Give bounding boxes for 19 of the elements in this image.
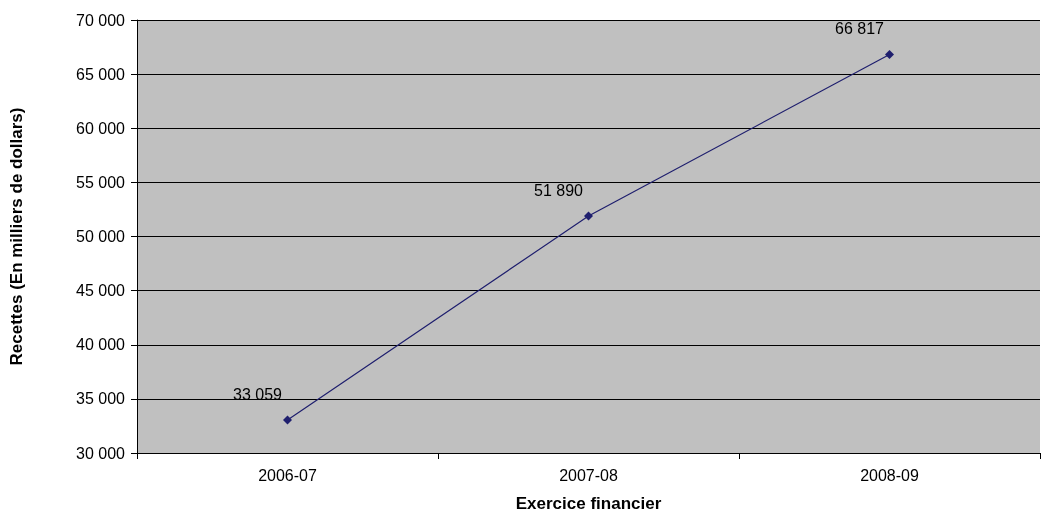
point	[584, 211, 593, 221]
y-tick-label: 65 000	[76, 65, 126, 83]
y-axis-title: Recettes (En milliers de dollars)	[7, 107, 26, 366]
data-label: 51 890	[534, 182, 584, 200]
y-tick-label: 35 000	[76, 390, 126, 408]
y-tick-label: 70 000	[76, 11, 126, 29]
x-axis-title: Exercice financier	[515, 494, 662, 513]
x-tick-label: 2008-09	[860, 466, 919, 484]
y-tick-label: 55 000	[76, 173, 126, 191]
x-tick-label: 2006-07	[258, 466, 317, 484]
y-tick-label: 50 000	[76, 228, 126, 245]
point	[283, 415, 292, 425]
y-tick-label: 45 000	[76, 282, 126, 300]
y-tick-label: 60 000	[76, 119, 126, 137]
y-tick-label: 40 000	[76, 336, 126, 354]
data-label: 66 817	[835, 20, 885, 38]
y-tick-label: 30 000	[76, 444, 126, 462]
point	[885, 49, 894, 59]
x-tick-label: 2007-08	[559, 466, 618, 484]
